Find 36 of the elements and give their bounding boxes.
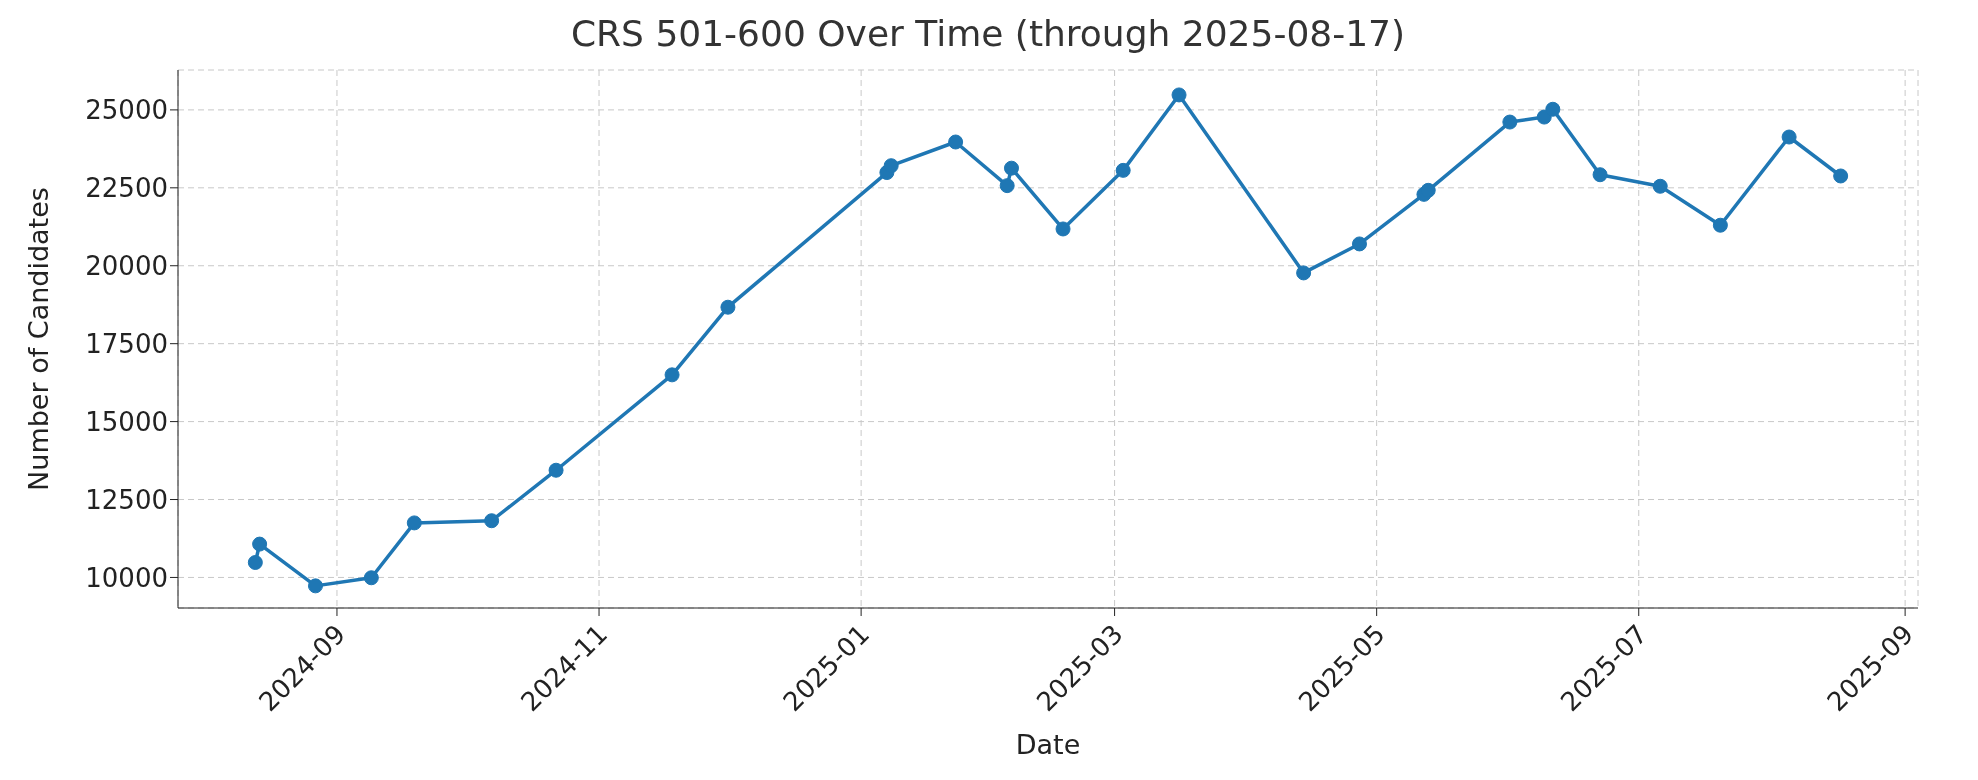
y-axis-title: Number of Candidates [22,187,54,491]
point [484,513,500,529]
point [1833,168,1849,184]
point [548,462,564,478]
point [883,158,899,174]
point [948,134,964,150]
point [664,367,680,383]
point [1003,160,1019,176]
point [1171,87,1187,103]
y-tick-label: 17500 [85,328,168,359]
point [1712,217,1728,233]
chart-title: CRS 501-600 Over Time (through 2025-08-17) [569,12,1407,56]
point [1351,236,1367,252]
point [1592,167,1608,183]
y-tick-label: 10000 [85,562,168,593]
point [1652,178,1668,194]
y-tick-label: 15000 [85,406,168,437]
point [1781,129,1797,145]
y-tick-label: 20000 [85,250,168,281]
y-tick-label: 12500 [85,484,168,515]
point [247,554,263,570]
point [1296,265,1312,281]
point [1545,101,1561,117]
point [406,515,422,531]
point [252,536,268,552]
point [720,299,736,315]
point [1055,221,1071,237]
point [1502,114,1518,130]
point [999,178,1015,194]
y-tick-label: 22500 [85,173,168,204]
point [1115,162,1131,178]
point [363,570,379,586]
y-tick-label: 25000 [85,95,168,126]
point [307,578,323,594]
x-axis-title: Date [1015,729,1081,760]
point [1420,182,1436,198]
